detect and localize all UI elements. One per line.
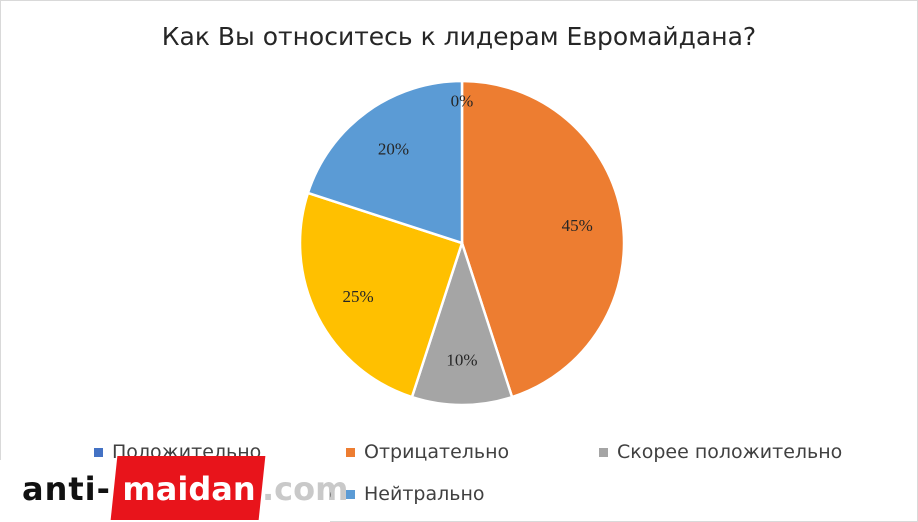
slice-rather-negative <box>298 191 464 399</box>
watermark-maidan-text: maidan <box>122 470 256 508</box>
data-label-rather-negative: 25% <box>342 287 373 306</box>
slice-neutral <box>306 79 464 245</box>
pie-data-labels: 0% 45% 10% 25% 20% <box>342 91 592 369</box>
data-label-rather-positive: 10% <box>446 351 477 370</box>
pie-slices <box>298 79 626 407</box>
slice-negative <box>460 79 626 399</box>
slice-rather-positive <box>410 238 514 407</box>
data-label-neutral: 20% <box>378 140 409 159</box>
watermark-anti-text: anti- <box>22 470 111 508</box>
data-label-negative: 45% <box>562 216 593 235</box>
site-watermark: anti- maidan .com <box>0 452 348 522</box>
data-label-positive: 0% <box>451 91 474 110</box>
chart-title: Как Вы относитесь к лидерам Евромайдана? <box>161 22 757 51</box>
watermark-com-text: .com <box>262 470 349 508</box>
